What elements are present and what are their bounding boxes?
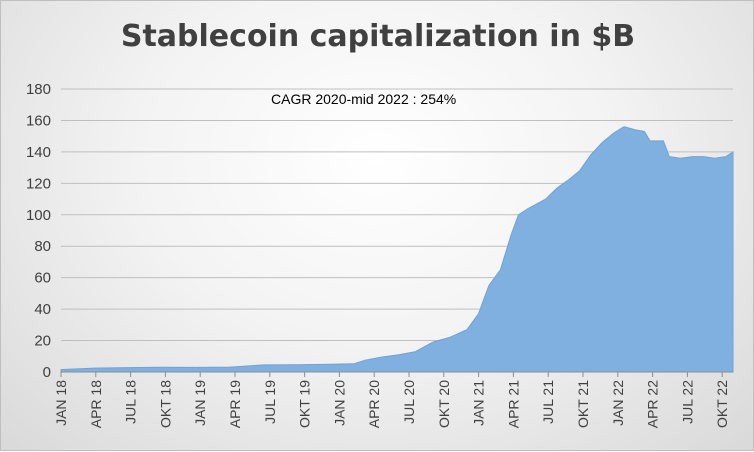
data-point bbox=[702, 156, 704, 158]
data-point bbox=[511, 233, 512, 235]
data-point bbox=[466, 329, 468, 331]
x-tick-label: JUL 19 bbox=[262, 380, 278, 424]
data-point bbox=[415, 351, 416, 353]
data-point bbox=[545, 198, 547, 200]
data-point bbox=[398, 354, 400, 356]
x-tick-label: APR 19 bbox=[227, 380, 243, 428]
data-point bbox=[590, 154, 592, 156]
y-tick-label: 180 bbox=[26, 81, 51, 98]
y-tick-label: 100 bbox=[26, 207, 51, 224]
x-tick-label: APR 21 bbox=[505, 380, 521, 428]
x-tick-label: APR 18 bbox=[88, 380, 104, 428]
data-point bbox=[527, 208, 529, 209]
x-tick-label: JUL 18 bbox=[123, 380, 139, 424]
y-tick-label: 40 bbox=[34, 301, 51, 318]
data-point bbox=[127, 367, 129, 369]
area-series bbox=[60, 126, 734, 373]
data-point bbox=[364, 359, 366, 361]
x-tick-label: OKT 19 bbox=[297, 380, 313, 428]
y-tick-labels: 0 20 40 60 80 100 120 140 160 180 bbox=[26, 81, 51, 381]
y-tick-label: 60 bbox=[34, 270, 51, 287]
data-point bbox=[262, 364, 264, 366]
data-point bbox=[649, 140, 651, 142]
data-point bbox=[691, 156, 693, 158]
stablecoin-area bbox=[60, 126, 734, 373]
y-tick-label: 0 bbox=[43, 364, 51, 381]
data-point bbox=[499, 269, 501, 271]
data-point bbox=[488, 285, 490, 286]
x-tick-label: JUL 21 bbox=[540, 380, 556, 424]
data-point bbox=[655, 140, 657, 142]
data-point bbox=[533, 204, 535, 206]
x-tick-label: OKT 22 bbox=[714, 380, 730, 428]
data-point bbox=[229, 366, 231, 368]
data-point bbox=[714, 157, 716, 159]
data-point bbox=[296, 364, 298, 366]
x-tick-label: OKT 20 bbox=[436, 380, 452, 428]
data-point bbox=[635, 129, 637, 131]
chart-title: Stablecoin capitalization in $B bbox=[120, 19, 636, 54]
data-point bbox=[432, 341, 434, 343]
x-tick-label: JAN 22 bbox=[610, 380, 626, 426]
data-point bbox=[353, 363, 355, 365]
axes bbox=[60, 371, 733, 377]
data-point bbox=[330, 363, 332, 365]
x-tick-label: JUL 20 bbox=[401, 380, 417, 424]
x-tick-label: APR 20 bbox=[366, 380, 382, 428]
x-tick-label: JAN 21 bbox=[471, 380, 487, 426]
x-tick-label: OKT 21 bbox=[575, 380, 591, 428]
data-point bbox=[556, 187, 558, 189]
x-tick-label: APR 22 bbox=[645, 380, 661, 428]
data-point bbox=[380, 356, 382, 358]
data-point bbox=[60, 369, 62, 371]
x-tick-label: JUL 22 bbox=[679, 380, 695, 424]
data-point bbox=[623, 126, 625, 128]
data-point bbox=[449, 336, 451, 338]
y-tick-label: 160 bbox=[26, 112, 51, 129]
x-tick-label: JAN 18 bbox=[53, 380, 69, 426]
data-point bbox=[725, 156, 727, 158]
data-point bbox=[518, 214, 519, 216]
y-tick-label: 140 bbox=[26, 144, 51, 161]
cagr-annotation: CAGR 2020-mid 2022 : 254% bbox=[271, 91, 456, 107]
y-tick-label: 20 bbox=[34, 333, 51, 350]
data-point bbox=[93, 367, 95, 369]
x-tick-labels: JAN 18 APR 18 JUL 18 OKT 18 JAN 19 APR 19 JUL … bbox=[53, 380, 730, 428]
x-tick-label: JAN 19 bbox=[192, 380, 208, 426]
data-point bbox=[579, 170, 581, 172]
x-tick-label: JAN 20 bbox=[331, 380, 347, 426]
data-point bbox=[732, 151, 734, 153]
y-tick-label: 120 bbox=[26, 175, 51, 192]
data-point bbox=[668, 156, 670, 158]
y-tick-label: 80 bbox=[34, 238, 51, 255]
data-point bbox=[662, 140, 664, 142]
data-point bbox=[567, 179, 569, 181]
x-tick-label: OKT 18 bbox=[157, 380, 173, 428]
data-point bbox=[613, 132, 615, 134]
data-point bbox=[644, 131, 645, 132]
data-point bbox=[161, 366, 163, 368]
data-point bbox=[601, 142, 603, 143]
data-point bbox=[195, 366, 197, 368]
data-point bbox=[680, 157, 682, 159]
data-point bbox=[478, 313, 479, 315]
